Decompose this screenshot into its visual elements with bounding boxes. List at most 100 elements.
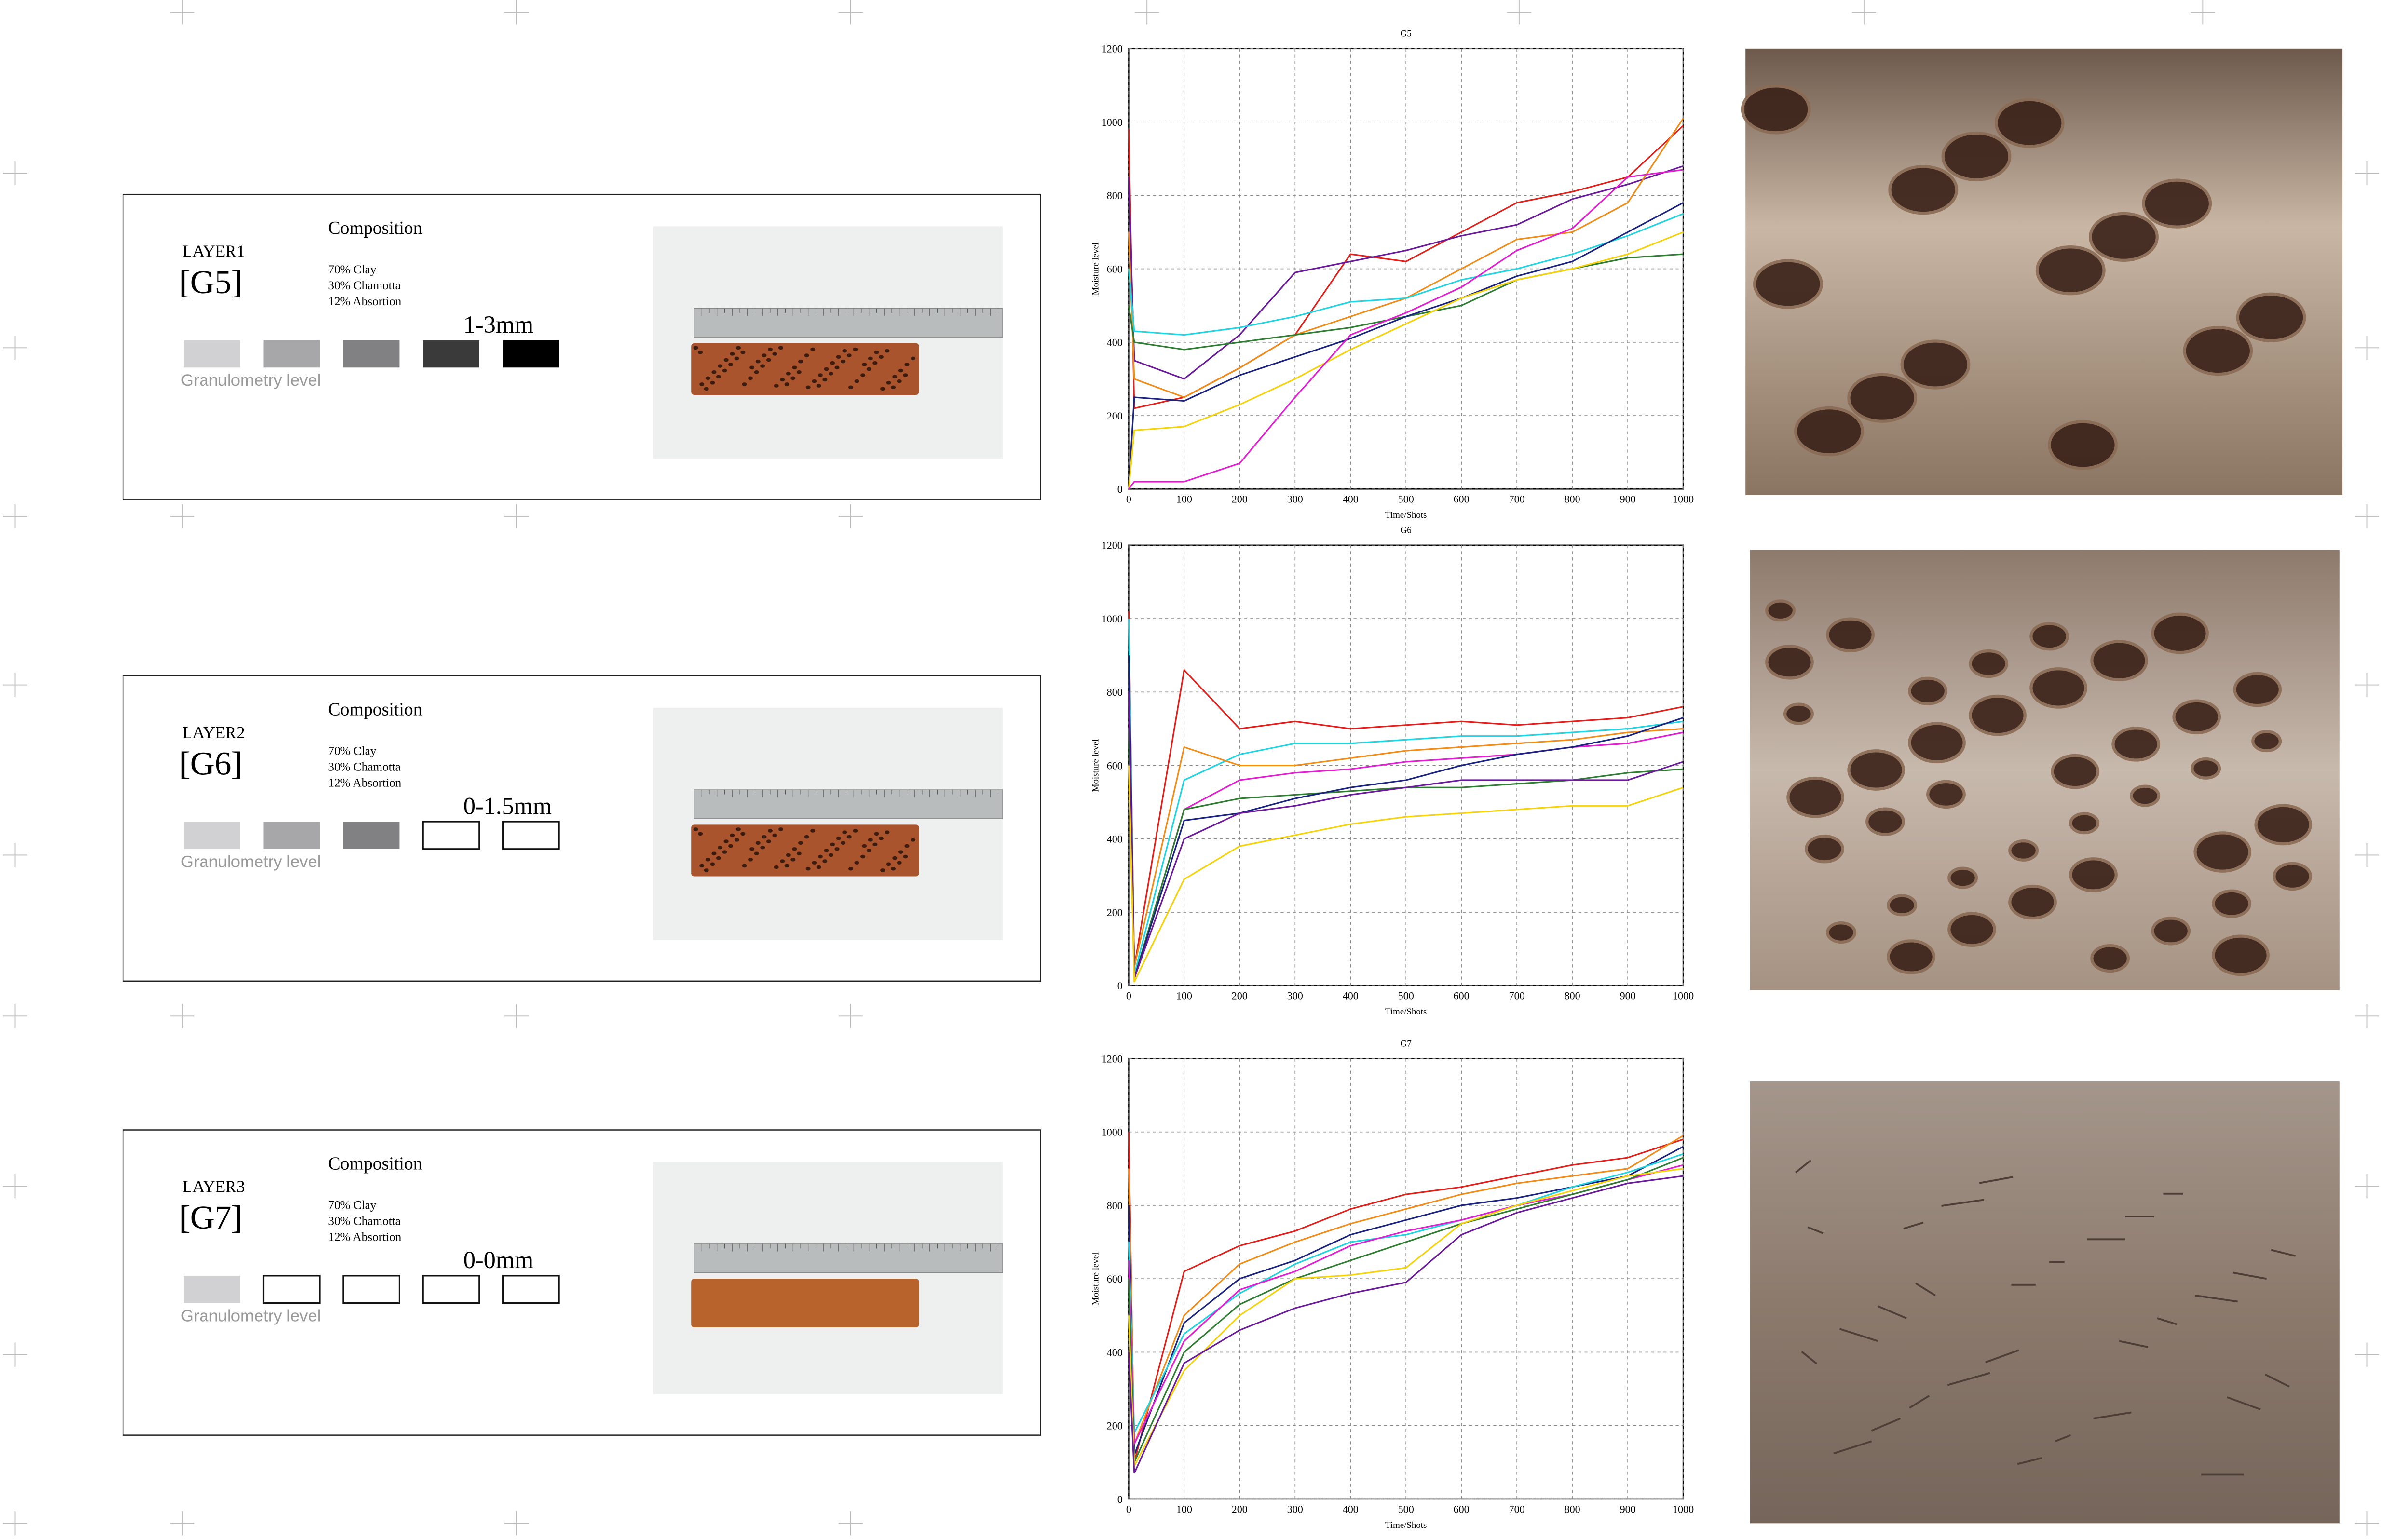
brick-pore — [722, 850, 727, 854]
brick-pore — [891, 385, 896, 390]
crack — [1915, 1283, 1936, 1297]
brick-pore — [780, 859, 785, 863]
y-tick-label: 600 — [1107, 263, 1123, 275]
brick — [691, 824, 919, 877]
brick-pore — [911, 838, 916, 842]
series-line — [1128, 165, 1684, 380]
crack — [2271, 1249, 2296, 1257]
x-tick-label: 600 — [1454, 493, 1470, 505]
pore — [1794, 406, 1864, 457]
brick-pore — [735, 827, 741, 831]
crack — [1801, 1351, 1818, 1365]
brick-pore — [766, 839, 771, 843]
chart-title: G7 — [1401, 1039, 1412, 1049]
pore — [2008, 884, 2057, 920]
brick-pore — [705, 858, 710, 862]
sample-photo — [653, 1162, 1003, 1394]
series-line — [1128, 1168, 1684, 1469]
pore — [2251, 730, 2282, 753]
x-tick-label: 500 — [1398, 1503, 1414, 1515]
brick-pore — [786, 372, 791, 376]
brick-pore — [853, 347, 858, 351]
crop-mark — [3, 336, 27, 360]
brick-pore — [740, 832, 746, 836]
x-tick-label: 100 — [1176, 1503, 1192, 1515]
crack — [1903, 1221, 1924, 1230]
crop-mark — [3, 161, 27, 186]
brick-pore — [790, 376, 796, 380]
crop-mark — [504, 1511, 529, 1536]
y-axis-label: Moisture level — [1090, 739, 1101, 792]
brick-pore — [860, 373, 866, 377]
series-line — [1128, 619, 1684, 975]
pore — [2035, 245, 2106, 296]
crack — [2227, 1396, 2261, 1410]
composition-heading: Composition — [328, 1153, 422, 1174]
composition-heading: Composition — [328, 700, 422, 720]
pore — [1908, 676, 1948, 705]
x-tick-label: 800 — [1565, 493, 1580, 505]
pore — [1765, 645, 1814, 680]
crop-mark — [3, 673, 27, 697]
brick-pore — [704, 868, 709, 872]
brick-pore — [822, 859, 828, 863]
granulometry-level — [184, 1275, 240, 1303]
pore — [2069, 812, 2100, 835]
brick-pore — [885, 349, 890, 353]
brick-pore — [796, 851, 802, 856]
brick-pore — [824, 849, 829, 852]
y-tick-label: 0 — [1117, 980, 1123, 992]
pore — [1786, 776, 1844, 818]
brick-pore — [874, 832, 879, 836]
brick-pore — [778, 827, 784, 831]
brick-pore — [898, 850, 903, 854]
brick-pore — [717, 364, 723, 368]
series-line — [1128, 765, 1684, 983]
brick-pore — [810, 829, 816, 833]
crack — [2232, 1271, 2267, 1280]
brick-pore — [762, 353, 767, 357]
pore — [2008, 839, 2039, 862]
brick-pore — [854, 861, 859, 865]
crop-mark — [838, 1004, 863, 1028]
brick-pore — [792, 365, 797, 370]
brick-pore — [693, 346, 698, 350]
brick-pore — [734, 356, 739, 361]
x-tick-label: 700 — [1509, 990, 1525, 1002]
brick-pore — [730, 352, 735, 356]
brick-pore — [755, 359, 761, 364]
pore — [1941, 131, 2012, 182]
layer-label: LAYER1 — [182, 242, 245, 260]
brick-pore — [862, 363, 867, 366]
pore — [2029, 622, 2069, 651]
pore — [1900, 339, 1971, 390]
brick-pore — [749, 365, 755, 370]
crack — [1839, 1328, 1878, 1342]
y-tick-label: 1000 — [1102, 1126, 1123, 1138]
y-tick-label: 600 — [1107, 1273, 1123, 1285]
crack — [1985, 1349, 2019, 1364]
series-line — [1128, 213, 1684, 336]
brick-pore — [824, 367, 829, 371]
brick-pore — [872, 842, 878, 847]
brick-pore — [897, 379, 902, 383]
crop-mark — [838, 504, 863, 529]
crop-mark — [2355, 1511, 2379, 1536]
crack — [2264, 1373, 2290, 1388]
brick-pore — [716, 375, 721, 378]
brick-pore — [842, 830, 847, 834]
crop-mark — [2355, 1342, 2379, 1367]
crop-mark — [1507, 0, 1532, 25]
y-tick-label: 600 — [1107, 759, 1123, 771]
pore — [2172, 699, 2221, 734]
pore — [2029, 667, 2087, 709]
brick-pore — [885, 830, 890, 834]
composition-item: 30% Chamotta — [328, 279, 400, 292]
brick-pore — [699, 864, 705, 868]
series-line — [1128, 118, 1684, 398]
pore — [1826, 921, 1857, 944]
brick-pore — [841, 841, 846, 845]
pore — [1753, 259, 1823, 309]
x-tick-label: 300 — [1287, 990, 1303, 1002]
